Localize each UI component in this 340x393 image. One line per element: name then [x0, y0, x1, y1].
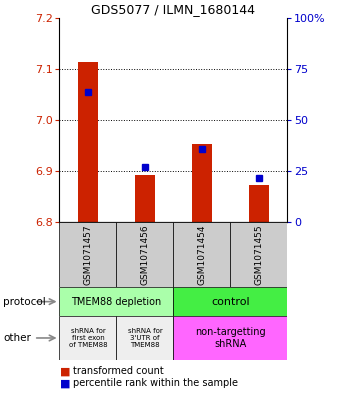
Bar: [59, 287, 173, 316]
Text: protocol: protocol: [3, 297, 46, 307]
Bar: [173, 287, 287, 316]
Bar: [135, 174, 155, 222]
Text: GSM1071456: GSM1071456: [140, 224, 149, 285]
Bar: [173, 316, 287, 360]
Text: GSM1071455: GSM1071455: [254, 224, 263, 285]
Bar: [59, 316, 116, 360]
Text: percentile rank within the sample: percentile rank within the sample: [73, 378, 238, 388]
Bar: [231, 222, 287, 287]
Text: ■: ■: [59, 366, 70, 376]
Text: ■: ■: [59, 378, 70, 388]
Text: GSM1071454: GSM1071454: [198, 224, 206, 285]
Bar: [116, 316, 173, 360]
Bar: [249, 185, 269, 222]
Text: shRNA for
first exon
of TMEM88: shRNA for first exon of TMEM88: [69, 328, 107, 348]
Text: TMEM88 depletion: TMEM88 depletion: [71, 297, 162, 307]
Text: GSM1071457: GSM1071457: [84, 224, 92, 285]
Title: GDS5077 / ILMN_1680144: GDS5077 / ILMN_1680144: [91, 4, 255, 17]
Text: non-targetting
shRNA: non-targetting shRNA: [195, 327, 266, 349]
Text: transformed count: transformed count: [73, 366, 164, 376]
Text: control: control: [211, 297, 250, 307]
Bar: [173, 222, 231, 287]
Bar: [78, 62, 98, 222]
Text: shRNA for
3'UTR of
TMEM88: shRNA for 3'UTR of TMEM88: [128, 328, 162, 348]
Bar: [59, 222, 116, 287]
Bar: [116, 222, 173, 287]
Text: other: other: [3, 333, 31, 343]
Bar: [192, 144, 212, 222]
